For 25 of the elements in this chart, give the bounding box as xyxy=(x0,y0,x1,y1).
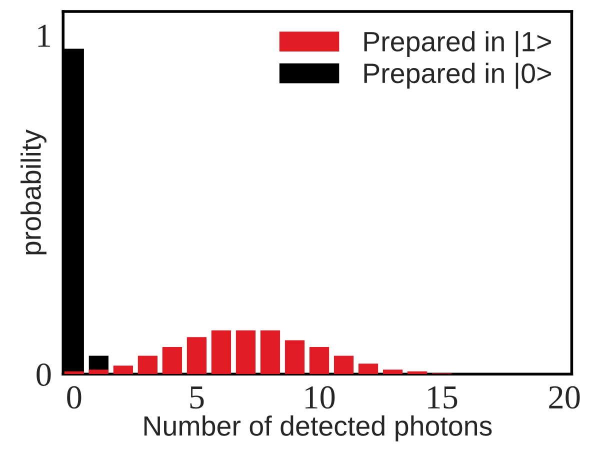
bar xyxy=(64,371,84,374)
bar xyxy=(260,330,280,374)
bar xyxy=(309,346,330,374)
y-tick-label: 1 xyxy=(38,24,50,47)
bar xyxy=(407,371,428,374)
bar xyxy=(113,366,133,374)
x-tick-label: 15 xyxy=(428,386,458,409)
x-tick-label: 20 xyxy=(549,386,580,409)
bar xyxy=(358,364,378,374)
legend-label: Prepared in |1> xyxy=(364,31,551,58)
bar xyxy=(284,340,305,374)
bar xyxy=(211,330,232,374)
y-axis-title: probability xyxy=(20,130,46,254)
bar xyxy=(382,370,403,374)
x-tick-label: 0 xyxy=(67,386,82,409)
x-axis-title: Number of detected photons xyxy=(144,415,492,442)
bar xyxy=(236,330,256,374)
x-tick-label: 5 xyxy=(190,386,204,409)
bar xyxy=(186,337,207,374)
legend-label: Prepared in |0> xyxy=(364,62,551,89)
bar xyxy=(162,346,182,374)
x-tick-label: 10 xyxy=(306,386,335,409)
bar xyxy=(138,356,158,374)
bar xyxy=(88,370,108,374)
bar xyxy=(334,356,354,374)
